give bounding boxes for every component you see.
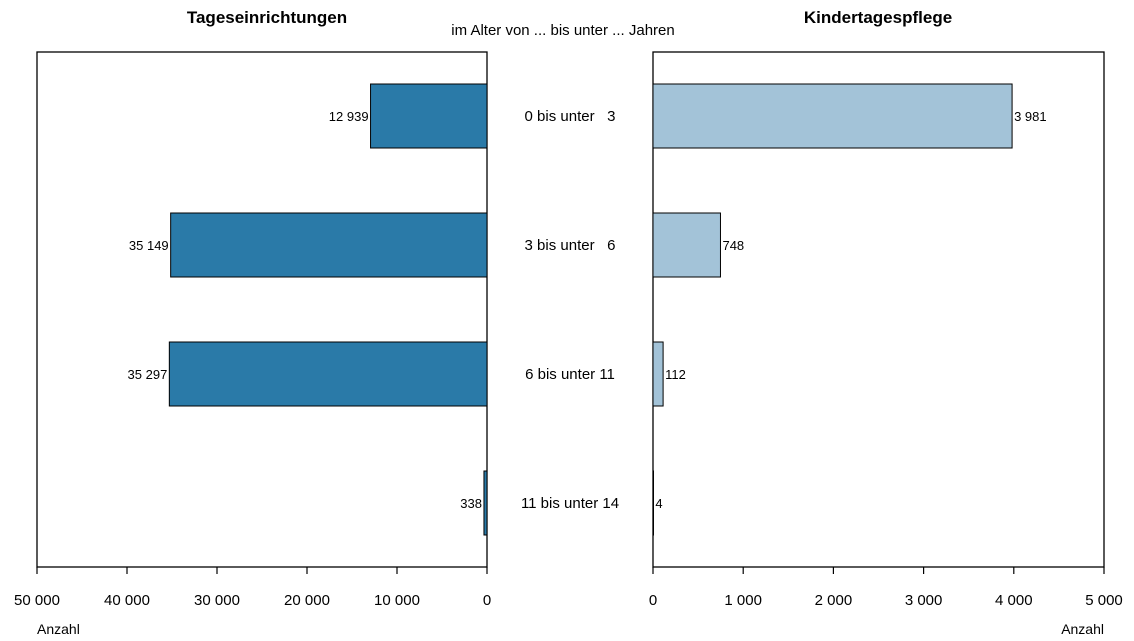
right-axis-tick-label: 0 [649,592,657,609]
right-plot-frame [652,51,1105,568]
right-bar-value-label: 3 981 [1014,109,1047,124]
left-bars: 12 939 35 149 35 297 338 [128,83,488,536]
left-bar [168,341,488,407]
left-axis-tick-label: 0 [483,592,491,609]
category-label: 6 bis unter 11 [525,366,615,383]
right-bars: 3 981 748 112 4 [652,83,1047,536]
right-axis-tick-label: 1 000 [724,592,762,609]
right-bar-value-label: 4 [655,496,662,511]
left-bar [170,212,488,278]
right-axis-tick-label: 2 000 [815,592,853,609]
left-plot-frame [36,51,488,568]
right-axis-tick-label: 5 000 [1085,592,1123,609]
right-x-axis: 0 1 000 2 000 3 000 4 000 5 000 [649,567,1123,609]
left-axis-tick-label: 50 000 [14,592,60,609]
right-axis-tick-label: 3 000 [905,592,943,609]
left-bar [370,83,488,149]
category-header: im Alter von ... bis unter ... Jahren [451,22,674,39]
left-bar-value-label: 35 297 [128,367,168,382]
category-label: 11 bis unter 14 [521,495,619,512]
category-labels: 0 bis unter 3 3 bis unter 6 6 bis unter 11… [521,108,619,512]
left-axis-tick-label: 40 000 [104,592,150,609]
right-bar-value-label: 748 [722,238,744,253]
right-panel-title: Kindertagespflege [804,8,952,27]
left-panel-title: Tageseinrichtungen [187,8,347,27]
right-bar [652,341,664,407]
left-bar-value-label: 12 939 [329,109,369,124]
category-label: 3 bis unter 6 [525,237,616,254]
right-bar [652,83,1013,149]
left-x-axis-label: Anzahl [37,621,80,637]
left-x-axis: 50 000 40 000 30 000 20 000 10 000 0 [14,567,491,609]
right-bar [652,470,654,536]
left-bar-value-label: 338 [460,496,482,511]
left-axis-tick-label: 10 000 [374,592,420,609]
left-bar [483,470,488,536]
left-bar-value-label: 35 149 [129,238,169,253]
right-bar-value-label: 112 [665,367,686,382]
right-axis-tick-label: 4 000 [995,592,1033,609]
category-label: 0 bis unter 3 [525,108,616,125]
left-axis-tick-label: 30 000 [194,592,240,609]
right-x-axis-label: Anzahl [1061,621,1104,637]
right-bar [652,212,721,278]
left-axis-tick-label: 20 000 [284,592,330,609]
